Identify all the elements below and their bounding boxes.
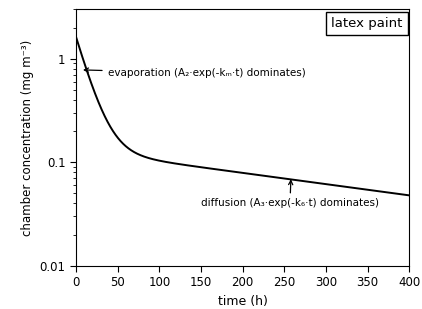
X-axis label: time (h): time (h) [218,295,268,308]
Y-axis label: chamber concentration (mg m⁻³): chamber concentration (mg m⁻³) [21,39,34,236]
Text: diffusion (A₃·exp(-k₆·t) dominates): diffusion (A₃·exp(-k₆·t) dominates) [201,180,379,208]
Text: evaporation (A₂·exp(-kₘ·t) dominates): evaporation (A₂·exp(-kₘ·t) dominates) [84,68,306,78]
Text: latex paint: latex paint [331,17,403,30]
